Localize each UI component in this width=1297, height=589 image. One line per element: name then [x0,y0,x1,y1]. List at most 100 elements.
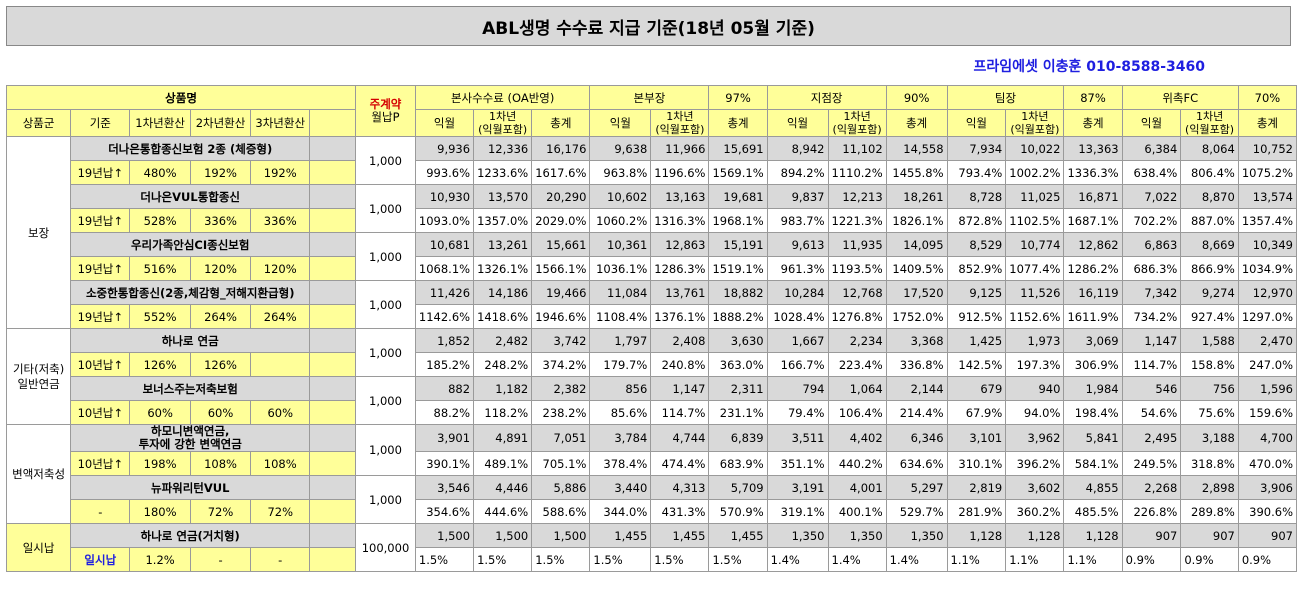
conversion-y3 [250,352,311,377]
amount-cell: 9,936 [414,136,475,161]
conversion-y1: 1.2% [129,547,191,572]
amount-cell: 3,546 [414,475,475,500]
amount-cell: 11,966 [650,136,710,161]
percent-cell: 289.8% [1180,499,1239,524]
conversion-filler [309,160,357,185]
amount-cell: 2,470 [1237,328,1297,353]
group-hq: 본사수수료 (OA반영) [414,85,591,110]
amount-cell: 13,363 [1063,136,1123,161]
table-row: 19년납↑ 528% 336% 336% 1093.0% 1357.0% 2029.0% 10… [7,208,1297,233]
conversion-y3: 108% [250,451,311,476]
amount-cell: 10,681 [414,232,475,257]
product-name: 소중한통합종신(2종,체감형_저해지환급형) [70,280,311,305]
amount-cell: 2,382 [531,376,591,401]
basis-cell: 10년납↑ [70,400,131,425]
percent-cell: 570.9% [708,499,768,524]
header-premium: 주계약 월납P [355,85,416,137]
percent-cell: 1233.6% [473,160,533,185]
percent-cell: 1.5% [650,547,710,572]
amount-cell: 10,361 [589,232,652,257]
percent-cell: 1888.2% [708,304,768,329]
product-name-line-2: 투자에 강한 변액연금 [138,437,242,451]
percent-cell: 1752.0% [885,304,948,329]
amount-cell: 2,495 [1121,424,1182,452]
percent-cell: 1.5% [473,547,533,572]
percent-cell: 400.1% [827,499,887,524]
conversion-filler [309,547,357,572]
table-row: 우리가족안심CI종신보험 1,000 10,681 13,261 15,661 10,36… [7,232,1297,281]
amount-cell: 9,613 [766,232,829,257]
amount-cell: 12,863 [650,232,710,257]
product-name-filler [309,280,357,305]
percent-cell: 431.3% [650,499,710,524]
percent-cell: 198.4% [1063,400,1123,425]
amount-cell: 907 [1121,523,1182,548]
percent-cell: 249.5% [1121,451,1182,476]
amount-cell: 3,511 [766,424,829,452]
amount-cell: 1,588 [1180,328,1239,353]
percent-cell: 702.2% [1121,208,1182,233]
amount-cell: 2,311 [708,376,768,401]
percent-cell: 1028.4% [766,304,829,329]
category-variable: 변액저축성 [5,424,72,524]
percent-cell: 390.6% [1237,499,1297,524]
header-sub-first: 1차년 (익월포함) [827,109,887,137]
category-lump: 일시납 [5,523,72,572]
amount-cell: 756 [1180,376,1239,401]
premium-cell: 1,000 [355,136,416,185]
percent-cell: 351.1% [766,451,829,476]
product-name-filler [309,328,357,353]
percent-cell: 705.1% [531,451,591,476]
header-sub-first-b: (익월포함) [832,123,882,136]
percent-cell: 240.8% [650,352,710,377]
percent-cell: 0.9% [1121,547,1182,572]
commission-table: 상품명 주계약 월납P 본사수수료 (OA반영) 본부장 97% 지점장 90%… [5,85,1297,572]
amount-cell: 4,313 [650,475,710,500]
premium-cell: 1,000 [355,424,416,476]
amount-cell: 12,213 [827,184,887,209]
amount-cell: 2,234 [827,328,887,353]
amount-cell: 8,728 [946,184,1007,209]
percent-cell: 1357.4% [1237,208,1297,233]
table-row: -180% 72% 72% 354.6% 444.6% 588.6% 344.0% 431.3… [7,499,1297,524]
percent-cell: 363.0% [708,352,768,377]
product-name: 하나로 연금(거치형) [70,523,311,548]
percent-cell: 238.2% [531,400,591,425]
table-row: 19년납↑ 552% 264% 264% 1142.6% 1418.6% 1946.6% 11… [7,304,1297,329]
amount-cell: 7,342 [1121,280,1182,305]
category-etc-a: 기타(저축) [12,361,65,376]
percent-cell: 54.6% [1121,400,1182,425]
percent-cell: 1455.8% [885,160,948,185]
amount-cell: 7,051 [531,424,591,452]
amount-cell: 1,500 [414,523,475,548]
header-sub-total: 총계 [1237,109,1297,137]
percent-cell: 185.2% [414,352,475,377]
percent-cell: 1.1% [1005,547,1065,572]
amount-cell: 11,084 [589,280,652,305]
percent-cell: 85.6% [589,400,652,425]
conversion-y1: 60% [129,400,191,425]
percent-cell: 1193.5% [827,256,887,281]
percent-cell: 231.1% [708,400,768,425]
amount-cell: 1,797 [589,328,652,353]
amount-cell: 3,191 [766,475,829,500]
percent-cell: 872.8% [946,208,1007,233]
amount-cell: 1,852 [414,328,475,353]
percent-cell: 1.4% [885,547,948,572]
percent-cell: 1566.1% [531,256,591,281]
amount-cell: 3,901 [414,424,475,452]
product-name: 우리가족안심CI종신보험 [70,232,311,257]
header-monthly-premium: 월납P [371,110,400,124]
category-etc-b: 일반연금 [17,376,60,391]
table-row: 더나은VUL통합종신 1,000 10,930 13,570 20,290 10,602 1… [7,184,1297,233]
header-sub-month: 익월 [766,109,829,137]
amount-cell: 3,368 [885,328,948,353]
amount-cell: 1,182 [473,376,533,401]
amount-cell: 907 [1237,523,1297,548]
percent-cell: 1286.3% [650,256,710,281]
table-row: 보장 더나은통합종신보험 2종 (체증형) 1,000 9,936 12,336 16,1… [5,136,1297,329]
percent-cell: 114.7% [650,400,710,425]
percent-cell: 1316.3% [650,208,710,233]
amount-cell: 11,935 [827,232,887,257]
conversion-filler [309,208,357,233]
